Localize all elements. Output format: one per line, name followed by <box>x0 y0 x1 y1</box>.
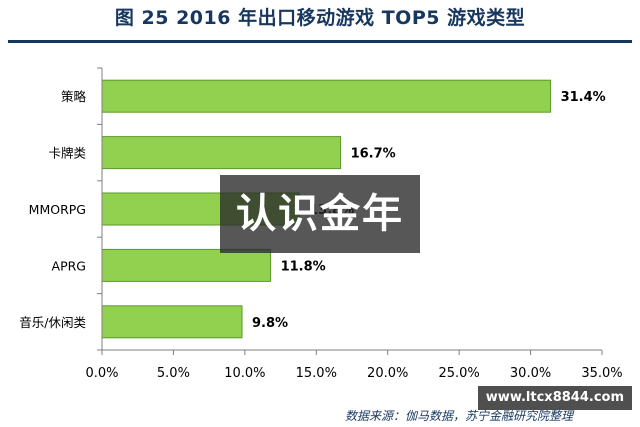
chart-title: 图 25 2016 年出口移动游戏 TOP5 游戏类型 <box>114 7 526 29</box>
bar-1 <box>101 136 342 170</box>
x-tick-label-0: 0.0% <box>85 366 118 381</box>
bar-3 <box>101 248 272 282</box>
x-tick-label-4: 20.0% <box>367 366 408 381</box>
overlay-banner: 认识金年会 <box>220 175 420 315</box>
watermark-url[interactable]: www.ltcx8844.com <box>477 386 632 410</box>
x-tick-label-7: 35.0% <box>581 366 622 381</box>
x-tick-label-3: 15.0% <box>296 366 337 381</box>
category-label-2: MMORPG <box>29 202 86 217</box>
source-note: 数据来源：伽马数据，苏宁金融研究院整理 <box>345 409 574 423</box>
bar-4 <box>101 305 243 339</box>
value-label-0: 31.4% <box>561 90 606 105</box>
x-tick-label-5: 25.0% <box>438 366 479 381</box>
x-tick-label-6: 30.0% <box>510 366 551 381</box>
x-tick-label-2: 10.0% <box>224 366 265 381</box>
category-label-3: APRG <box>52 258 86 273</box>
x-tick-label-1: 5.0% <box>157 366 190 381</box>
bar-0 <box>101 79 552 113</box>
value-label-3: 11.8% <box>281 259 326 274</box>
category-label-4: 音乐/休闲类 <box>19 315 86 330</box>
title-underline <box>8 40 632 43</box>
category-label-0: 策略 <box>61 89 87 104</box>
category-label-1: 卡牌类 <box>48 146 86 161</box>
value-label-4: 9.8% <box>252 316 288 331</box>
value-label-1: 16.7% <box>351 147 396 162</box>
